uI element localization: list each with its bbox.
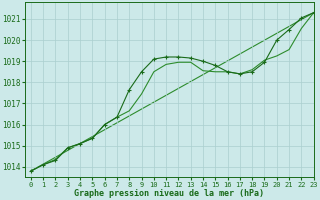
X-axis label: Graphe pression niveau de la mer (hPa): Graphe pression niveau de la mer (hPa)	[74, 189, 264, 198]
